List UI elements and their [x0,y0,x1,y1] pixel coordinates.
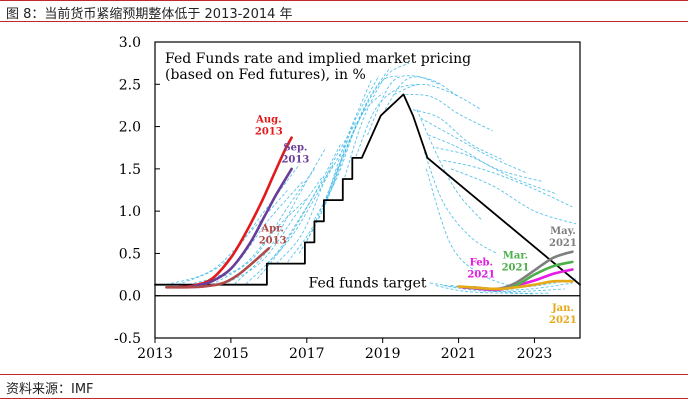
implied-pricing-curve [234,147,327,285]
implied-pricing-curve [211,168,315,286]
y-tick-label: 2.0 [119,120,141,136]
series-label-line: 2013 [255,126,283,137]
figure-caption: 图 8：当前货币紧缩预期整体低于 2013-2014 年 [6,7,293,22]
series-label-line: 2021 [549,238,577,249]
implied-pricing-curve [393,83,482,111]
source-top-rule [0,374,688,375]
implied-pricing-curve [287,101,368,263]
chart-title: Fed Funds rate and implied market pricin… [165,51,471,67]
series-label-line: 2021 [502,263,530,274]
implied-pricing-curve [435,285,550,294]
implied-pricing-curve [443,159,573,208]
series-label-line: Jan. [551,303,574,314]
implied-pricing-curve [443,285,565,293]
implied-pricing-curve [428,134,543,182]
series-label-apr-2013: Apr. 2013 [259,223,287,246]
implied-pricing-curve [177,164,300,286]
series-label-sep-2013: Sep. 2013 [281,142,309,165]
fed-funds-target-label: Fed funds target [309,275,427,291]
series-label-line: 2013 [281,154,309,165]
caption-top-rule [0,0,688,1]
implied-pricing-curve [423,151,497,254]
implied-pricing-curve [367,75,440,136]
x-tick-label: 2019 [365,346,401,362]
series-label-feb-2021: Feb. 2021 [467,257,495,280]
series-label-line: 2021 [549,315,577,326]
implied-pricing-curve [276,122,357,264]
x-tick-label: 2015 [213,346,249,362]
series-line-fed-funds-target [154,93,581,286]
implied-pricing-curve [435,147,558,195]
chart-subtitle: (based on Fed futures), in % [165,67,366,83]
implied-pricing-curve [344,62,410,178]
series-label-line: Aug. [255,114,282,125]
implied-pricing-curve [355,83,421,157]
caption-bottom-rule [0,21,688,22]
implied-pricing-curve [425,168,516,288]
series-label-line: 2021 [467,269,495,280]
axis-ticks: -0.5 0.0 0.5 1.0 1.5 2.0 2.5 3.0 2013 2015 2017 201… [114,35,580,362]
x-tick-label: 2013 [137,346,173,362]
series-line-apr-2013 [165,247,271,289]
series-line-jan-2021 [457,279,574,291]
y-tick-label: 0.0 [119,289,141,305]
y-tick-label: -0.5 [114,331,141,347]
implied-pricing-curve [416,109,482,220]
implied-pricing-curve [257,143,342,280]
x-tick-label: 2017 [289,346,325,362]
series-label-mar-2021: Mar. 2021 [502,251,530,274]
implied-pricing-curve [245,164,334,285]
series-label-aug-2013: Aug. 2013 [255,114,283,137]
implied-pricing-curve [223,177,323,286]
series-label-line: Sep. [283,142,307,153]
implied-pricing-curve [382,76,459,115]
y-tick-label: 0.5 [119,246,141,262]
y-tick-label: 1.5 [119,162,141,178]
series-label-line: 2013 [259,235,287,246]
series-label-line: Feb. [470,257,493,268]
series-label-line: Apr. [260,223,284,234]
series-lines [154,93,581,292]
implied-pricing-curve [325,67,391,203]
implied-pricing-curve [450,168,577,225]
implied-pricing-curve [412,109,505,161]
series-label-jan-2021: Jan. 2021 [549,303,577,326]
implied-pricing-curve [332,75,399,186]
implied-pricing-curve [189,181,304,286]
source-bottom-rule [0,398,688,399]
y-tick-label: 1.0 [119,204,141,220]
y-tick-label: 2.5 [119,77,141,93]
series-label-may-2021: May. 2021 [549,226,577,249]
implied-pricing-curve [166,189,289,286]
implied-pricing-curve [266,139,349,264]
source-note: 资料来源：IMF [6,382,94,397]
implied-pricing-curve [405,93,493,132]
implied-pricing-curve [200,198,308,286]
y-tick-label: 3.0 [119,35,141,51]
series-label-line: May. [550,226,576,237]
plot-frame [154,41,581,339]
x-tick-label: 2023 [517,346,553,362]
series-label-line: Mar. [503,251,528,262]
implied-pricing-curve [298,79,372,254]
implied-pricing-curve [420,117,528,174]
x-tick-label: 2021 [441,346,477,362]
